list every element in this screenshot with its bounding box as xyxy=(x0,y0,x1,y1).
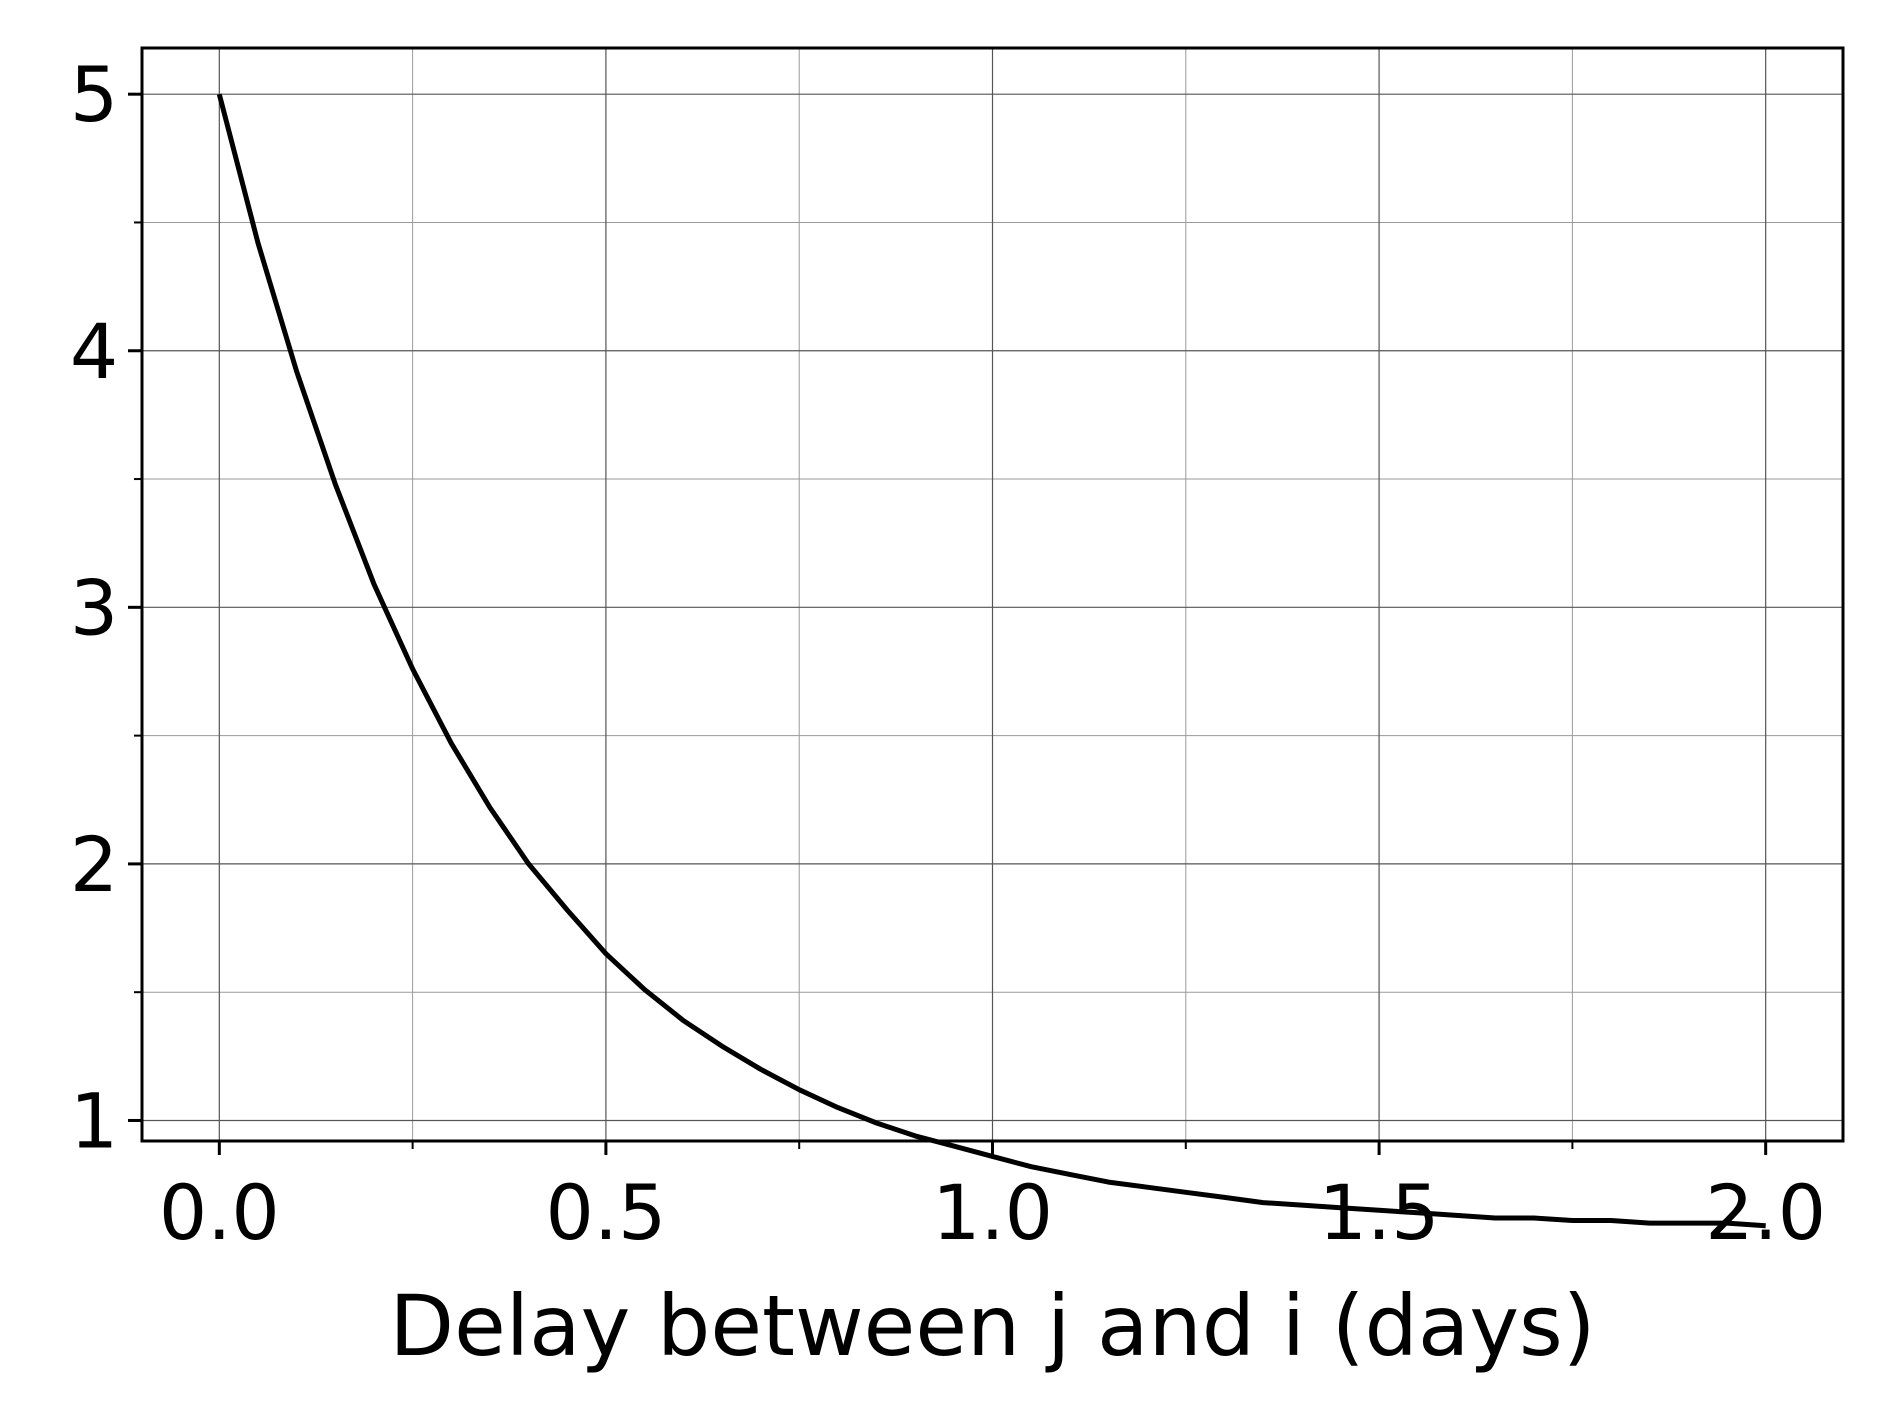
x-tick-label: 0.0 xyxy=(159,1168,280,1257)
series-line xyxy=(216,93,1766,1229)
series xyxy=(216,93,1766,1229)
y-tick-label: 4 xyxy=(70,307,118,396)
y-tick-label: 5 xyxy=(70,50,118,139)
y-tick-label: 2 xyxy=(70,820,118,909)
y-tick-label: 3 xyxy=(70,563,118,652)
x-tick-label: 2.0 xyxy=(1705,1168,1826,1257)
x-tick-label: 0.5 xyxy=(545,1168,666,1257)
y-tick-label: 1 xyxy=(70,1076,118,1165)
grid xyxy=(142,48,1843,1141)
x-axis-label: Delay between j and i (days) xyxy=(389,1277,1595,1375)
x-tick-label: 1.0 xyxy=(932,1168,1053,1257)
plot-frame xyxy=(140,46,1845,1143)
